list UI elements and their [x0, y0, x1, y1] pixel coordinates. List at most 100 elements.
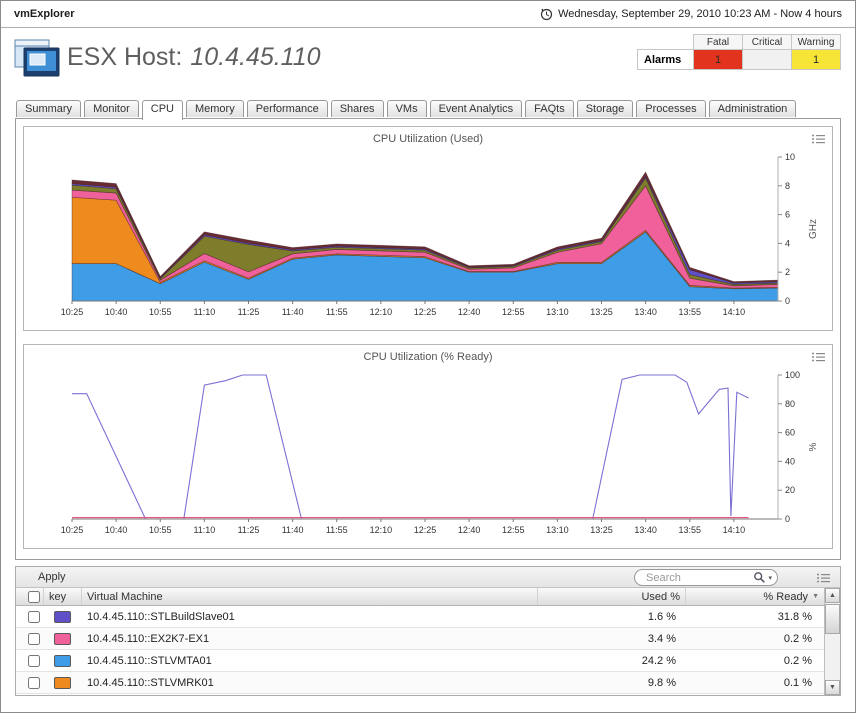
row-checkbox-cell	[16, 654, 44, 667]
y-tick-label: 0	[785, 296, 790, 306]
y-tick-label: 6	[785, 210, 790, 220]
col-used-percent[interactable]: Used %	[538, 588, 686, 605]
chart-series	[72, 374, 749, 520]
search-options-caret[interactable]: ▾	[768, 574, 772, 582]
used-percent-value: 9.8 %	[647, 676, 676, 689]
time-range-control[interactable]: Wednesday, September 29, 2010 10:23 AM -…	[540, 8, 842, 21]
cpu-used-chart-panel: CPU Utilization (Used) 10:25 10:40 10:55 11…	[23, 126, 833, 331]
tab-summary[interactable]: Summary	[16, 100, 82, 117]
used-percent-value: 3.4 %	[647, 632, 676, 645]
y-axis-unit-label: %	[808, 442, 819, 451]
select-all-checkbox[interactable]	[28, 590, 40, 603]
x-tick-label: 10:55	[149, 307, 172, 317]
topbar: vmExplorer Wednesday, September 29, 2010…	[1, 1, 855, 28]
tab-event-analytics[interactable]: Event Analytics	[429, 100, 523, 117]
x-tick-label: 13:40	[634, 525, 657, 535]
scroll-thumb[interactable]	[825, 604, 840, 634]
col-key[interactable]: key	[44, 588, 82, 605]
table-row[interactable]: 10.4.45.110::STLVMTA01 24.2 % 0.2 %	[16, 650, 840, 672]
tab-performance[interactable]: Performance	[246, 100, 328, 117]
col-ready-label: % Ready	[763, 590, 809, 603]
table-row[interactable]: 10.4.45.110::STLVMRK01 9.8 % 0.1 %	[16, 672, 840, 694]
y-axis-unit-label: GHz	[808, 219, 819, 239]
scroll-up-button[interactable]: ▲	[825, 588, 840, 603]
tab-cpu[interactable]: CPU	[141, 100, 183, 120]
col-virtual-machine[interactable]: Virtual Machine	[82, 588, 538, 605]
used-percent-value: 24.2 %	[641, 654, 676, 667]
y-tick-label: 10	[785, 152, 795, 162]
row-checkbox[interactable]	[28, 654, 40, 667]
vm-name: 10.4.45.110::STLVMRK01	[87, 676, 214, 689]
y-tick-label: 100	[785, 370, 800, 380]
search-box[interactable]: ▾	[634, 569, 778, 586]
x-tick-label: 12:25	[414, 307, 437, 317]
row-checkbox-cell	[16, 610, 44, 623]
x-tick-label: 12:25	[414, 525, 437, 535]
x-tick-label: 12:10	[370, 525, 393, 535]
clock-icon	[540, 8, 553, 20]
series-color-swatch	[54, 676, 71, 689]
time-range-label: Wednesday, September 29, 2010 10:23 AM -…	[558, 8, 842, 20]
tab-bar: Summary Monitor CPU Memory Performance Shares…	[16, 100, 841, 120]
esx-host-icon	[14, 39, 60, 77]
vm-name: 10.4.45.110::STLVMTA01	[87, 654, 212, 667]
chart-series	[71, 171, 779, 302]
row-checkbox[interactable]	[28, 610, 40, 623]
search-input[interactable]	[644, 570, 754, 585]
y-tick-label: 20	[785, 485, 795, 495]
x-tick-label: 11:55	[326, 307, 348, 317]
x-tick-label: 10:25	[61, 525, 84, 535]
tab-processes[interactable]: Processes	[636, 100, 706, 117]
apply-button[interactable]: Apply	[38, 571, 66, 583]
col-ready-percent[interactable]: % Ready ▼	[686, 588, 824, 605]
fatal-alarm-count[interactable]: 1	[693, 49, 743, 70]
chart-menu-icon[interactable]	[811, 133, 826, 145]
row-checkbox-cell	[16, 676, 44, 689]
ready-percent-value: 0.2 %	[783, 654, 812, 667]
x-tick-label: 10:55	[149, 525, 172, 535]
x-tick-label: 12:10	[370, 307, 393, 317]
ready-percent-value: 0.1 %	[783, 676, 812, 689]
table-menu-icon[interactable]	[816, 572, 831, 584]
table-scrollbar[interactable]: ▲ ▼	[824, 588, 840, 695]
vm-table-section: Apply ▾ key Virtual Machine U	[15, 566, 841, 696]
row-checkbox[interactable]	[28, 632, 40, 645]
vm-name: 10.4.45.110::STLBuildSlave01	[87, 610, 235, 623]
row-checkbox[interactable]	[28, 676, 40, 689]
x-tick-label: 13:25	[590, 307, 613, 317]
tab-memory[interactable]: Memory	[185, 100, 244, 117]
alarms-col-warning: Warning	[791, 34, 841, 50]
search-icon[interactable]	[753, 571, 766, 584]
x-tick-label: 11:55	[326, 525, 348, 535]
y-tick-label: 2	[785, 267, 790, 277]
tab-administration[interactable]: Administration	[708, 100, 797, 117]
x-tick-label: 11:10	[193, 307, 215, 317]
tab-monitor[interactable]: Monitor	[84, 100, 139, 117]
page-title-prefix: ESX Host:	[67, 43, 183, 71]
alarms-col-critical: Critical	[742, 34, 792, 50]
x-tick-label: 11:25	[238, 525, 260, 535]
x-tick-label: 12:40	[458, 525, 481, 535]
tab-vms[interactable]: VMs	[386, 100, 427, 117]
warning-alarm-count[interactable]: 1	[791, 49, 841, 70]
row-checkbox-cell	[16, 632, 44, 645]
tab-shares[interactable]: Shares	[330, 100, 384, 117]
sort-desc-icon: ▼	[812, 593, 819, 600]
used-percent-value: 1.6 %	[647, 610, 676, 623]
tab-faqts[interactable]: FAQts	[525, 100, 574, 117]
critical-alarm-count[interactable]	[742, 49, 792, 70]
x-tick-label: 12:40	[458, 307, 481, 317]
x-tick-label: 10:25	[61, 307, 84, 317]
chart-menu-icon[interactable]	[811, 351, 826, 363]
alarms-count-row: Alarms 1 1	[637, 49, 841, 70]
series-color-swatch	[54, 632, 71, 645]
y-axis: 0 2 4 6 8 10 GHz	[777, 152, 819, 306]
scroll-down-button[interactable]: ▼	[825, 680, 840, 695]
table-body: 10.4.45.110::STLBuildSlave01 1.6 % 31.8 % 1…	[16, 606, 840, 694]
table-row[interactable]: 10.4.45.110::STLBuildSlave01 1.6 % 31.8 %	[16, 606, 840, 628]
alarms-col-fatal: Fatal	[693, 34, 743, 50]
tab-storage[interactable]: Storage	[576, 100, 634, 117]
alarms-label: Alarms	[637, 49, 694, 70]
table-row[interactable]: 10.4.45.110::EX2K7-EX1 3.4 % 0.2 %	[16, 628, 840, 650]
x-tick-label: 13:10	[546, 525, 569, 535]
